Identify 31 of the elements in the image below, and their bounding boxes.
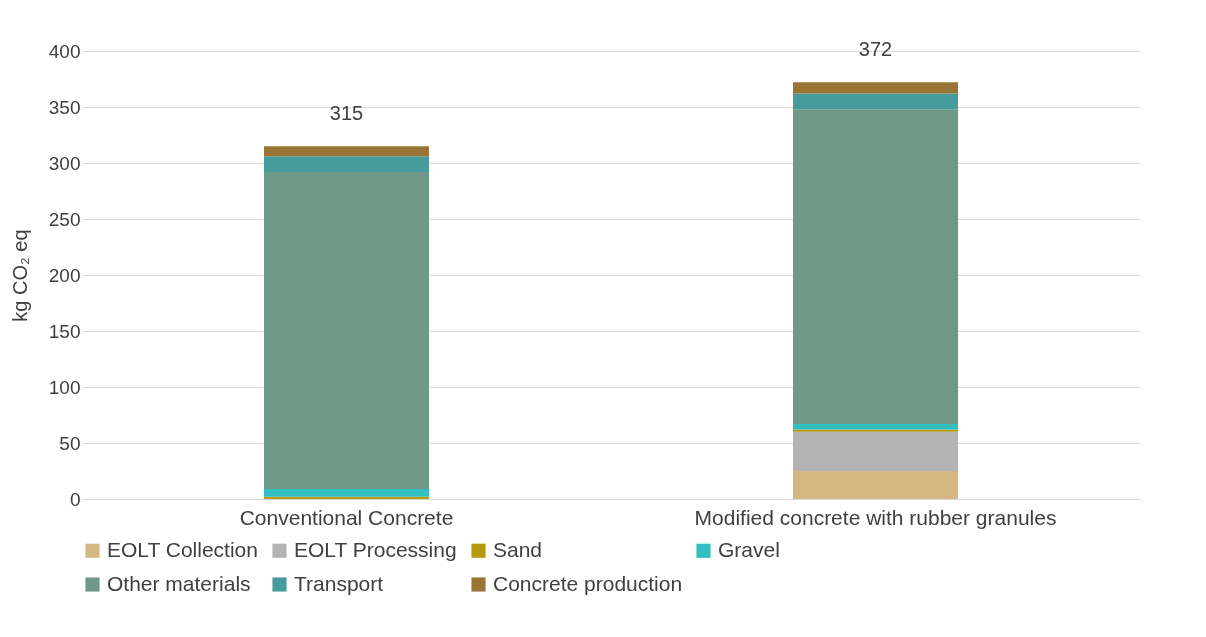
bar xyxy=(793,109,958,424)
bar xyxy=(264,488,429,497)
y-tick-label: 200 xyxy=(48,264,81,286)
legend-label: Gravel xyxy=(718,537,780,561)
bar xyxy=(793,82,958,94)
y-tick-label: 250 xyxy=(48,208,81,230)
bar xyxy=(793,471,958,499)
bar xyxy=(793,93,958,110)
y-axis-title: kg CO₂ eq xyxy=(8,229,31,322)
legend-label: EOLT Processing xyxy=(294,537,457,561)
legend-label: EOLT Collection xyxy=(107,537,258,561)
y-tick-label: 0 xyxy=(69,488,81,510)
total-label: 315 xyxy=(329,102,364,125)
legend-label: Other materials xyxy=(107,571,251,595)
y-tick-label: 400 xyxy=(48,40,81,62)
legend-label: Sand xyxy=(493,537,543,561)
x-tick-label: Modified concrete with rubber granules xyxy=(694,505,1057,529)
legend-label: Transport xyxy=(294,571,384,595)
bar xyxy=(264,156,429,172)
legend-label: Concrete production xyxy=(493,571,683,595)
y-tick-label: 150 xyxy=(48,320,81,342)
y-tick-label: 350 xyxy=(48,96,81,118)
bar xyxy=(793,431,958,471)
y-tick-label: 50 xyxy=(59,432,81,454)
bar xyxy=(264,171,429,489)
bar xyxy=(264,146,429,157)
x-tick-label: Conventional Concrete xyxy=(239,505,454,529)
y-tick-label: 100 xyxy=(48,376,81,398)
bar xyxy=(793,423,958,430)
total-label: 372 xyxy=(858,38,893,61)
y-tick-label: 300 xyxy=(48,152,81,174)
